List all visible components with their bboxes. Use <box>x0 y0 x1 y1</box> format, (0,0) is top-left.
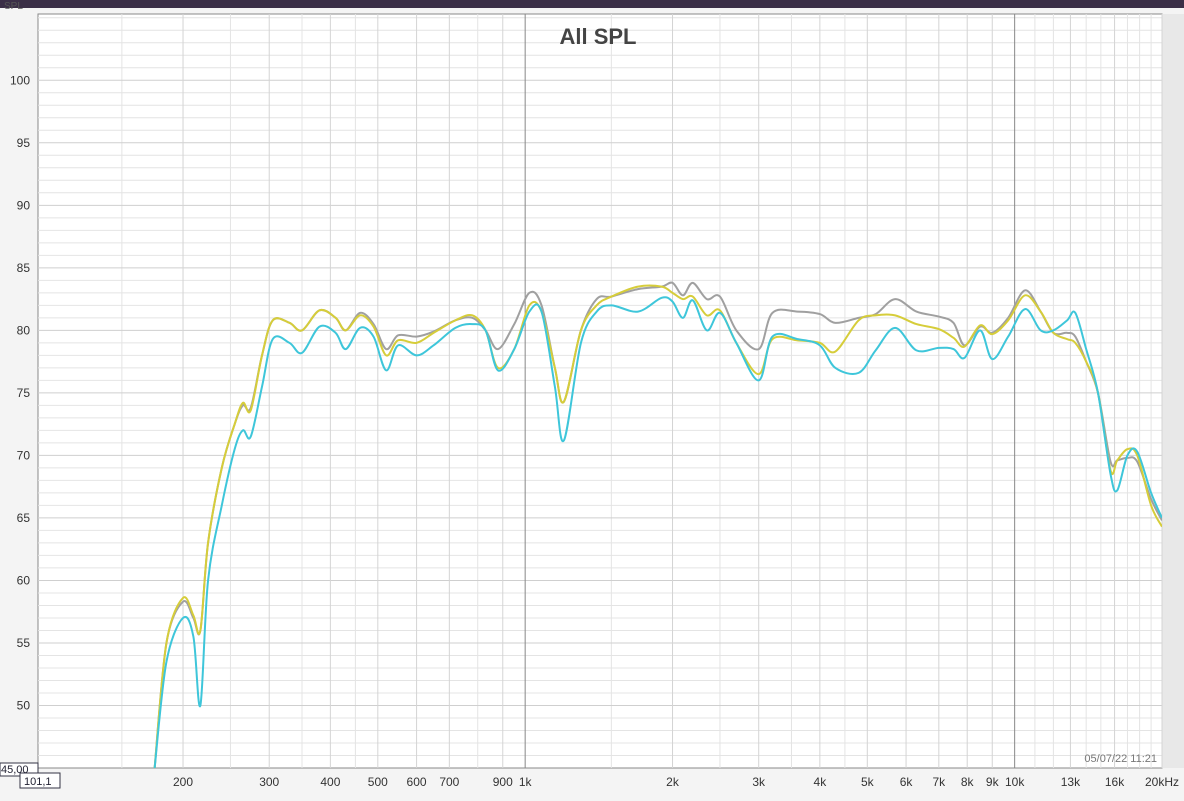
chart-title: All SPL <box>559 24 636 49</box>
y-tick-label: 60 <box>17 573 31 587</box>
x-tick-label: 20kHz <box>1145 775 1179 789</box>
spl-line <box>153 296 1162 768</box>
window-bar <box>0 0 1184 8</box>
x-tick-label: 13k <box>1061 775 1081 789</box>
x-tick-label: 1k <box>519 775 533 789</box>
x-tick-label: 200 <box>173 775 193 789</box>
y-tick-label: 90 <box>17 198 31 212</box>
y-tick-label: 55 <box>17 636 31 650</box>
right-frame <box>1162 14 1184 768</box>
x-tick-label: 2k <box>666 775 680 789</box>
x-tick-label: 700 <box>439 775 459 789</box>
x-tick-label: 900 <box>493 775 513 789</box>
x-tick-label: 6k <box>900 775 914 789</box>
x-tick-label: 4k <box>814 775 828 789</box>
x-tick-label: 5k <box>861 775 875 789</box>
plot-area <box>37 13 1163 769</box>
y-tick-label: 75 <box>17 386 31 400</box>
x-tick-label: 7k <box>932 775 946 789</box>
x-tick-label: 9k <box>986 775 1000 789</box>
y-tick-label: 85 <box>17 261 31 275</box>
y-tick-label: 50 <box>17 698 31 712</box>
x-tick-label: 10k <box>1005 775 1025 789</box>
grid <box>38 14 1163 768</box>
x-min-label: 101,1 <box>24 776 52 788</box>
x-tick-label: 500 <box>368 775 388 789</box>
y-tick-label: 70 <box>17 448 31 462</box>
y-tick-label: 100 <box>10 73 30 87</box>
y-axis-label: SPL <box>4 1 23 12</box>
x-tick-label: 16k <box>1105 775 1125 789</box>
y-tick-label: 80 <box>17 323 31 337</box>
y-tick-label: 95 <box>17 136 31 150</box>
x-tick-label: 400 <box>320 775 340 789</box>
x-min-box <box>19 772 61 789</box>
y-tick-label: 65 <box>17 511 31 525</box>
x-tick-label: 8k <box>961 775 975 789</box>
x-tick-label: 300 <box>259 775 279 789</box>
spl-line <box>153 284 1162 768</box>
lines <box>153 281 1162 768</box>
timestamp: 05/07/22 11:21 <box>1084 753 1157 765</box>
x-tick-label: 3k <box>752 775 766 789</box>
x-tick-label: 600 <box>407 775 427 789</box>
